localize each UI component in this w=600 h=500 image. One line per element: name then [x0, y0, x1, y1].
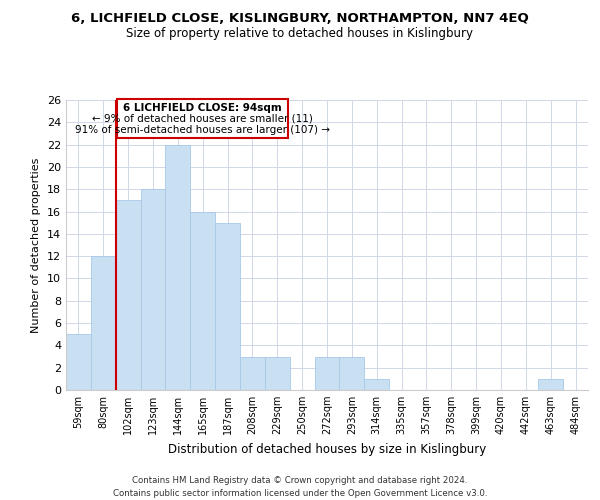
Bar [66, 334, 91, 390]
Bar [314, 356, 340, 390]
Bar [265, 356, 290, 390]
Bar [364, 379, 389, 390]
Bar [166, 144, 190, 390]
Bar [190, 212, 215, 390]
Bar [240, 356, 265, 390]
Text: Contains public sector information licensed under the Open Government Licence v3: Contains public sector information licen… [113, 489, 487, 498]
Bar [116, 200, 140, 390]
X-axis label: Distribution of detached houses by size in Kislingbury: Distribution of detached houses by size … [168, 442, 486, 456]
Text: 91% of semi-detached houses are larger (107) →: 91% of semi-detached houses are larger (… [75, 124, 330, 134]
Text: Contains HM Land Registry data © Crown copyright and database right 2024.: Contains HM Land Registry data © Crown c… [132, 476, 468, 485]
Text: 6, LICHFIELD CLOSE, KISLINGBURY, NORTHAMPTON, NN7 4EQ: 6, LICHFIELD CLOSE, KISLINGBURY, NORTHAM… [71, 12, 529, 26]
Text: ← 9% of detached houses are smaller (11): ← 9% of detached houses are smaller (11) [92, 114, 313, 124]
Bar [140, 189, 166, 390]
Bar [538, 379, 563, 390]
Bar [91, 256, 116, 390]
Text: 6 LICHFIELD CLOSE: 94sqm: 6 LICHFIELD CLOSE: 94sqm [124, 104, 282, 114]
Bar [340, 356, 364, 390]
Text: Size of property relative to detached houses in Kislingbury: Size of property relative to detached ho… [127, 28, 473, 40]
FancyBboxPatch shape [117, 99, 289, 138]
Y-axis label: Number of detached properties: Number of detached properties [31, 158, 41, 332]
Bar [215, 222, 240, 390]
